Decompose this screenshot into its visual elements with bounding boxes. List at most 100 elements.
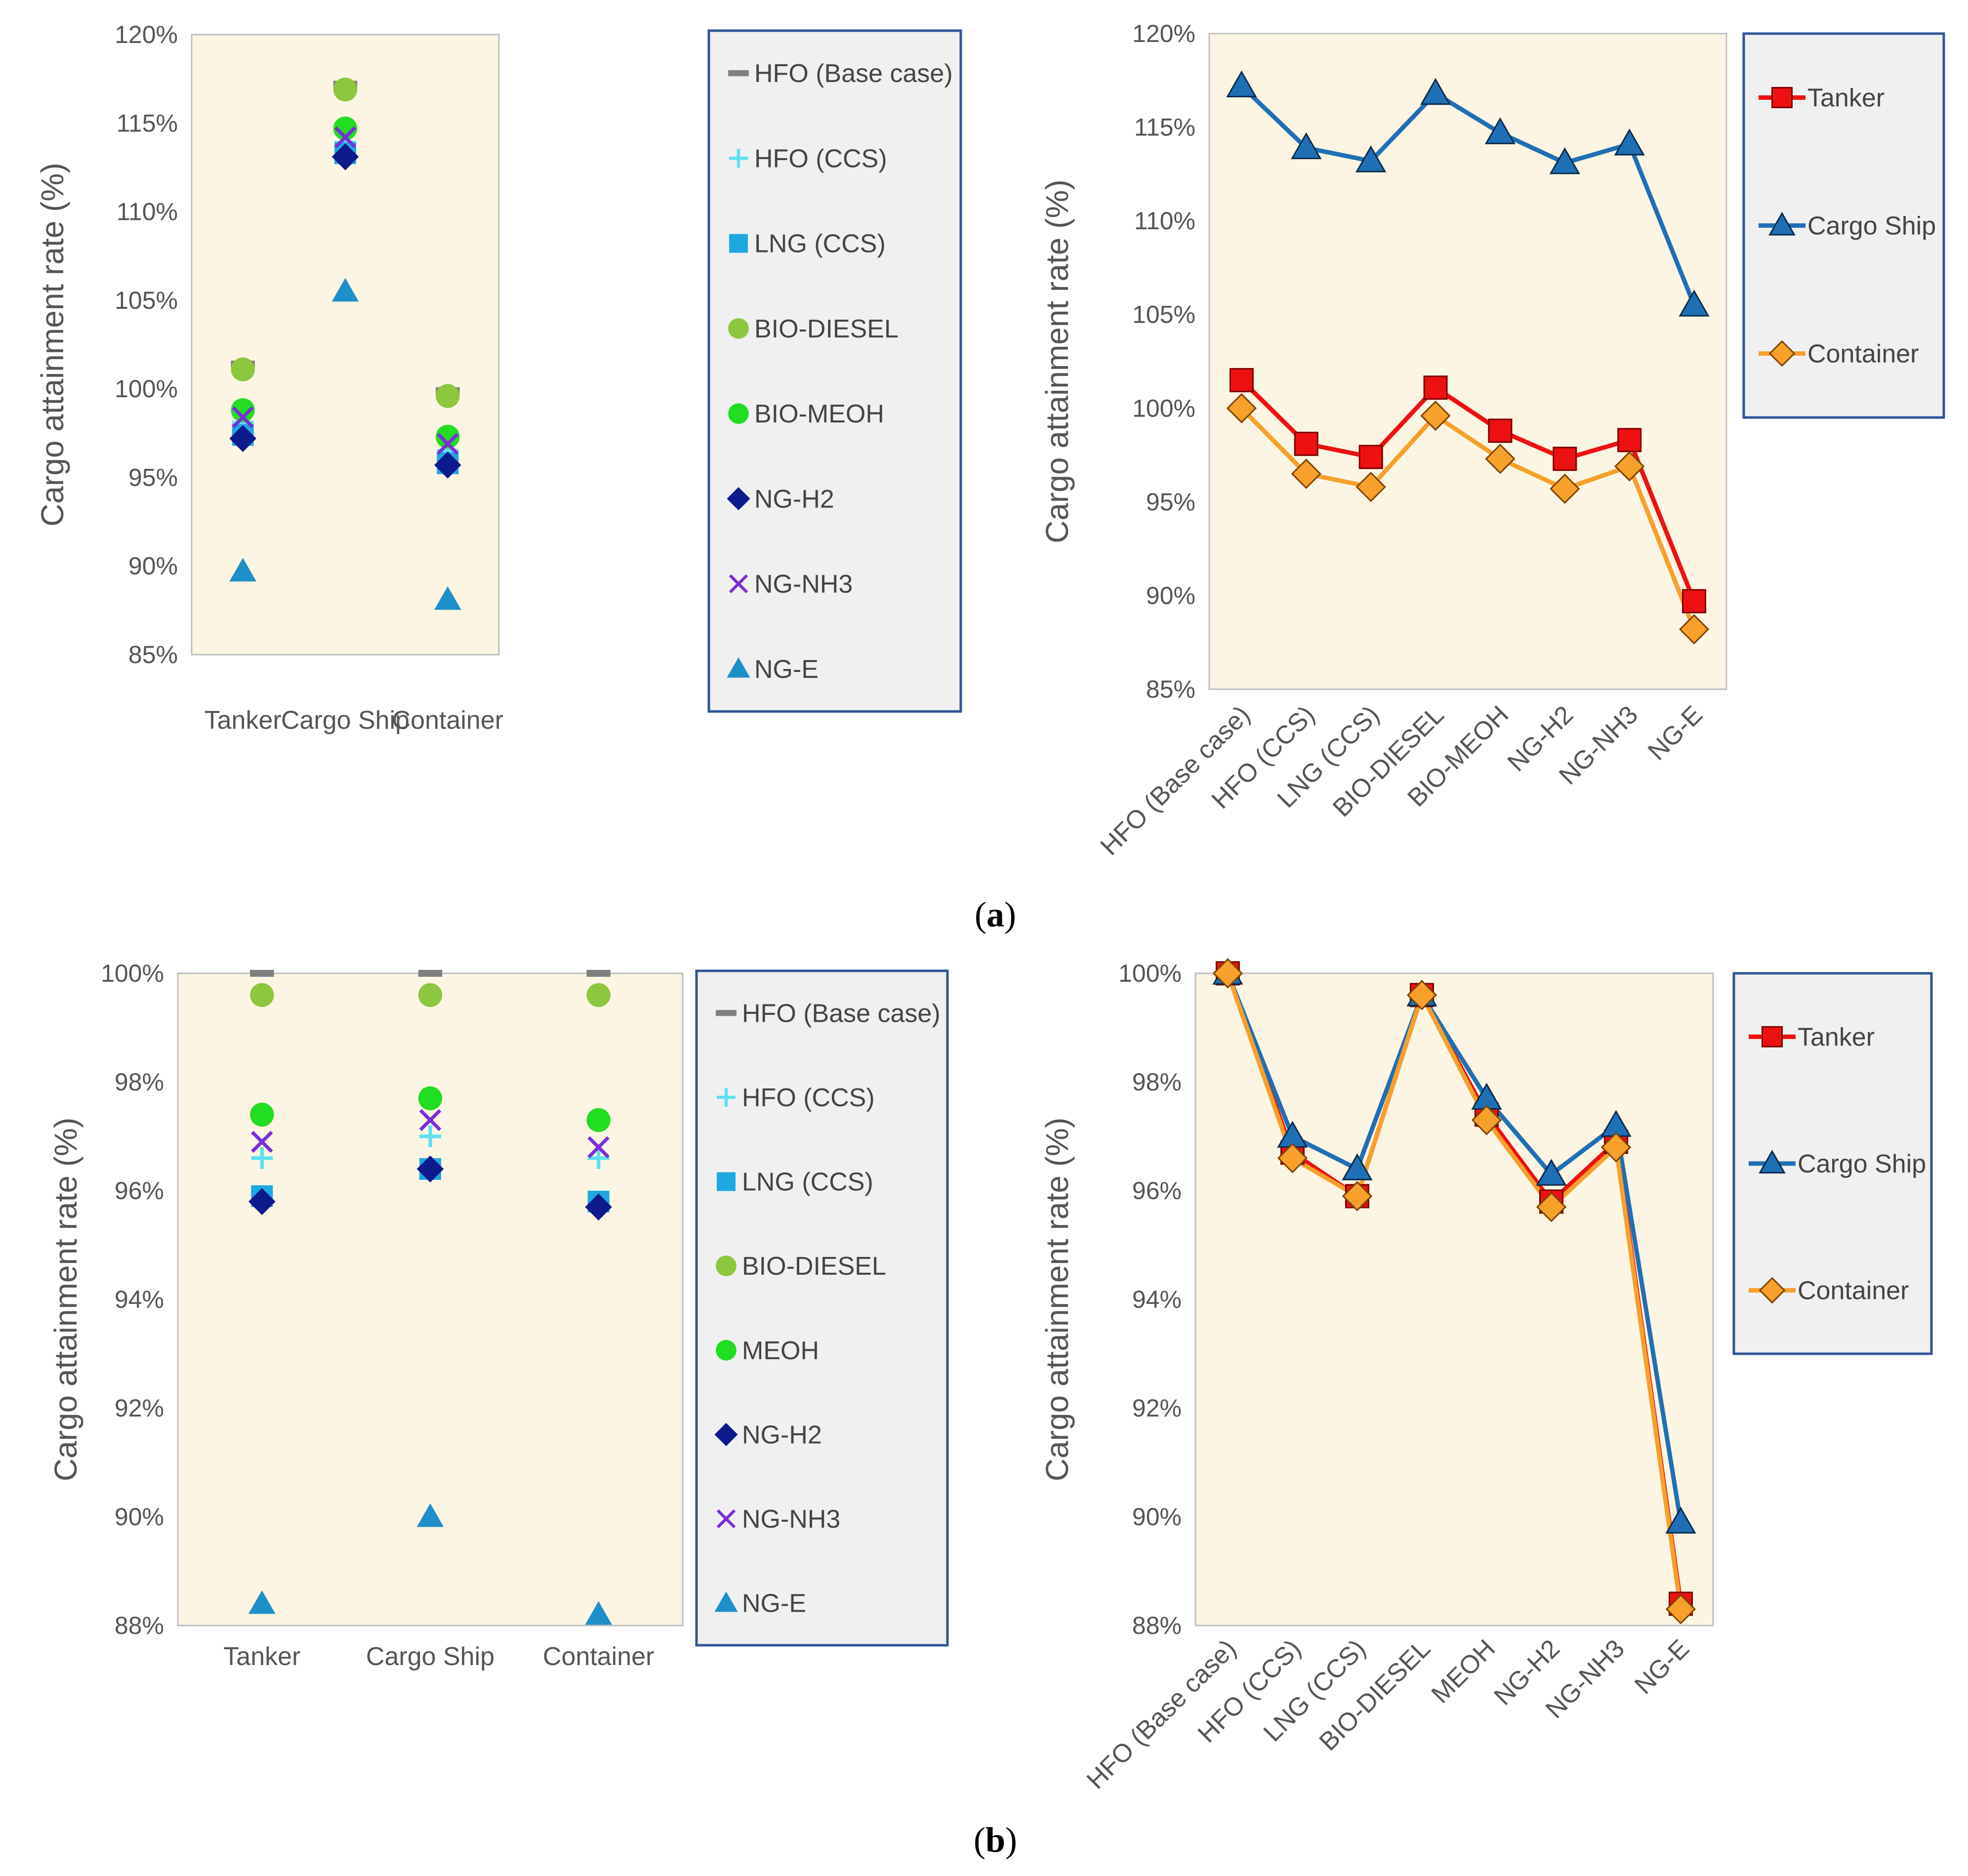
data-point-cargo-ship: [1549, 147, 1580, 174]
legend-marker-ng-h2: [714, 1422, 738, 1446]
legend-label: NG-E: [742, 1589, 806, 1618]
y-tick-label: 94%: [115, 1286, 164, 1313]
y-tick-label: 98%: [1132, 1068, 1182, 1096]
data-point-container: [1485, 444, 1516, 474]
legend-label: MEOH: [742, 1336, 819, 1365]
y-tick-label: 110%: [117, 198, 178, 226]
y-axis-title: Cargo attainment rate (%): [48, 1118, 83, 1481]
y-tick-label: 115%: [1134, 114, 1195, 141]
legend-label: NG-H2: [754, 485, 834, 513]
legend-label: NG-H2: [742, 1420, 822, 1449]
y-tick-label: 92%: [115, 1394, 164, 1422]
x-tick-label: Cargo Ship: [281, 706, 410, 735]
data-point-ng-nh3: [437, 433, 459, 455]
y-tick-label: 96%: [115, 1177, 164, 1205]
plot-area: [1194, 972, 1714, 1626]
y-tick-label: 110%: [1134, 207, 1195, 235]
data-point-tanker: [1617, 428, 1642, 453]
y-axis-title: Cargo attainment rate (%): [1039, 179, 1075, 543]
plot-area: [177, 972, 684, 1626]
series-line-cargo-ship: [1240, 84, 1696, 306]
y-tick-label: 90%: [1146, 582, 1195, 609]
legend-label: Tanker: [1798, 1023, 1875, 1051]
caption-b: (b): [974, 1820, 1017, 1860]
legend-label: BIO-MEOH: [754, 400, 884, 428]
legend-box: [695, 969, 949, 1647]
y-tick-label: 115%: [117, 109, 178, 137]
data-point-ng-e: [434, 586, 461, 610]
data-point-tanker: [1229, 368, 1254, 392]
data-point-container: [1600, 1132, 1632, 1163]
data-point-container: [1291, 459, 1321, 489]
legend-marker-lng-ccs: [717, 1172, 736, 1191]
legend-marker-bio-meoh: [728, 403, 749, 424]
y-tick-label: 120%: [115, 21, 178, 48]
data-point-ng-nh3: [587, 1136, 610, 1159]
legend-marker-bio-diesel: [716, 1255, 737, 1277]
legend-marker-ng-e: [714, 1591, 738, 1612]
data-point-meoh: [418, 1086, 443, 1111]
x-tick-label: Cargo Ship: [366, 1642, 494, 1671]
legend-label: HFO (Base case): [742, 999, 941, 1028]
legend-label: Cargo Ship: [1807, 212, 1936, 241]
data-point-cargo-ship: [1342, 1153, 1373, 1180]
data-point-ng-e: [229, 558, 256, 582]
legend-label: LNG (CCS): [754, 230, 886, 258]
data-point-container: [1614, 451, 1645, 482]
legend-label: NG-NH3: [742, 1505, 840, 1534]
y-axis-title: Cargo attainment rate (%): [35, 163, 70, 526]
y-tick-label: 88%: [1132, 1612, 1182, 1639]
y-tick-label: 92%: [1132, 1394, 1182, 1422]
y-tick-label: 90%: [1132, 1503, 1182, 1531]
data-point-container: [1342, 1181, 1373, 1211]
data-point-cargo-ship: [1484, 117, 1516, 144]
data-point-container: [1212, 958, 1243, 989]
data-point-bio-diesel: [333, 77, 358, 102]
legend-label: Cargo Ship: [1798, 1150, 1926, 1178]
y-tick-label: 100%: [1132, 394, 1195, 422]
data-point-container: [1665, 1594, 1696, 1625]
legend-marker-container: [1768, 340, 1796, 367]
y-axis-title: Cargo attainment rate (%): [1039, 1118, 1075, 1481]
legend-label: Tanker: [1807, 84, 1885, 113]
legend-label: Container: [1798, 1277, 1909, 1305]
y-tick-label: 100%: [101, 959, 164, 987]
legend-marker-ng-h2: [727, 487, 750, 510]
data-point-tanker: [1294, 431, 1318, 456]
y-tick-label: 120%: [1132, 20, 1195, 47]
data-point-tanker: [1488, 418, 1513, 443]
data-point-ng-nh3: [419, 1109, 442, 1131]
y-tick-label: 95%: [128, 463, 178, 491]
y-tick-label: 100%: [1118, 959, 1182, 987]
data-point-cargo-ship: [1291, 132, 1322, 160]
caption-a: (a): [975, 895, 1016, 934]
y-tick-label: 90%: [128, 552, 178, 580]
data-point-cargo-ship: [1420, 78, 1451, 105]
data-point-container: [1420, 400, 1451, 431]
legend-marker-cargo-ship: [1759, 1150, 1786, 1174]
legend-marker-tanker: [1771, 87, 1793, 108]
data-point-tanker: [1553, 447, 1577, 471]
x-tick-label: Tanker: [205, 706, 282, 735]
legend-marker-cargo-ship: [1768, 211, 1796, 236]
data-point-container: [1471, 1105, 1502, 1135]
data-point-container: [1406, 980, 1437, 1010]
legend-box: [707, 29, 962, 713]
data-point-ng-nh3: [232, 406, 254, 428]
y-tick-label: 105%: [1132, 301, 1195, 329]
data-point-cargo-ship: [1226, 70, 1257, 98]
data-point-bio-diesel: [250, 983, 274, 1007]
legend-marker-lng-ccs: [729, 234, 748, 253]
data-point-container: [1226, 393, 1257, 423]
data-point-ng-h2: [248, 1188, 276, 1215]
plot-area: [1208, 33, 1727, 690]
y-tick-label: 94%: [1132, 1286, 1182, 1313]
legend-label: Container: [1807, 340, 1919, 369]
data-point-ng-e: [248, 1590, 276, 1614]
legend-marker-hfo-ccs: [729, 149, 748, 168]
data-point-cargo-ship: [1614, 128, 1645, 156]
data-point-cargo-ship: [1679, 290, 1710, 317]
legend-label: HFO (CCS): [754, 144, 887, 173]
data-point-bio-meoh: [333, 116, 358, 141]
data-point-hfo-ccs: [419, 1126, 441, 1147]
